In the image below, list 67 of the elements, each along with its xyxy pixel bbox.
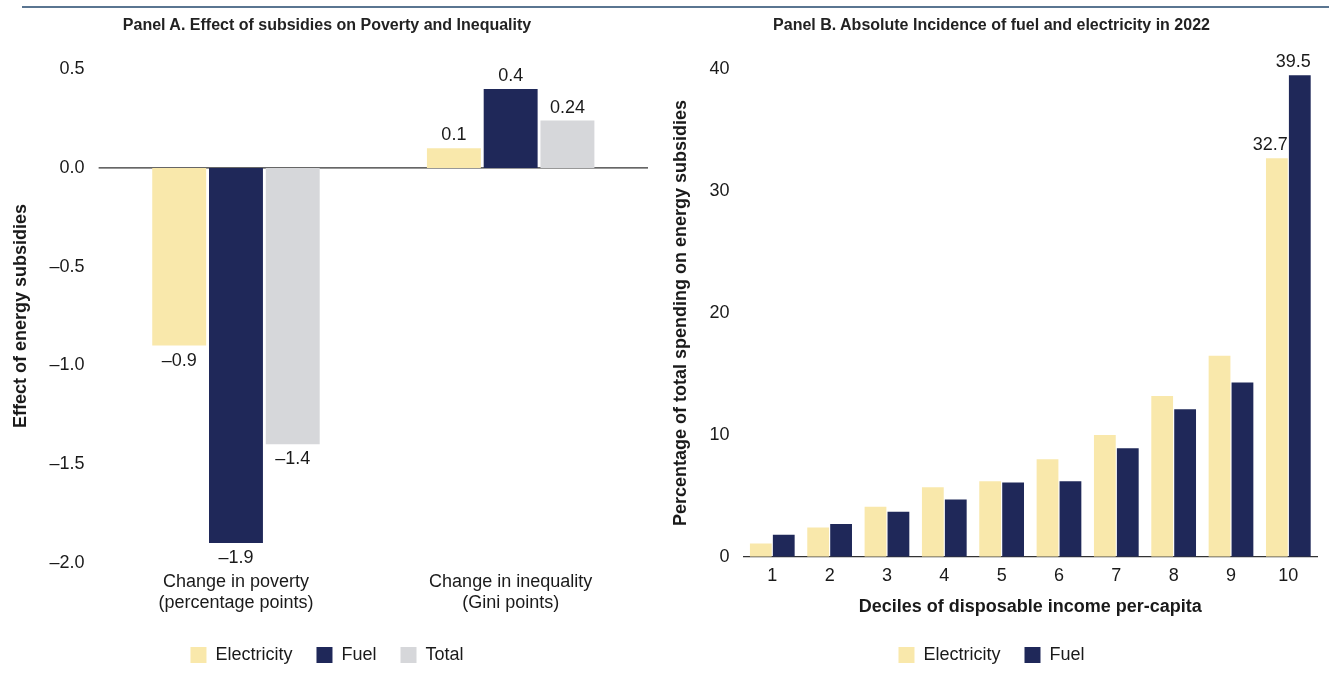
bar [1208,355,1231,557]
chart-title: Panel B. Absolute Incidence of fuel and electricity in 2022 [773,16,1211,34]
legend-label: Fuel [1049,643,1085,664]
y-tick-label: –1.5 [49,453,85,474]
x-tick-label: 6 [1053,564,1064,585]
bar [483,88,538,168]
bar [209,167,263,544]
bar [1036,459,1059,557]
x-tick-label: Change in poverty (percentage points) [158,570,314,613]
x-axis-title: Deciles of disposable income per-capita [858,596,1203,617]
data-label: –0.9 [161,349,197,370]
bar [921,487,944,557]
x-tick-label: 3 [881,564,892,585]
bar [887,511,910,557]
x-tick-label: 5 [996,564,1007,585]
data-label: –1.4 [275,448,311,469]
data-label: 32.7 [1252,134,1288,155]
x-tick-label: 10 [1278,564,1299,585]
bar [265,167,320,445]
y-tick-label: –1.0 [49,354,85,375]
bar [540,120,595,168]
y-tick-label: 20 [709,301,730,322]
y-tick-label: 10 [709,423,730,444]
bar [864,506,887,557]
bar [979,481,1002,557]
data-label: –1.9 [218,547,254,568]
x-tick-label: 7 [1111,564,1122,585]
bar [1288,75,1311,557]
y-axis-title: Percentage of total spending on energy subsidies [669,99,690,527]
bar [772,534,795,557]
bar [830,523,852,557]
legend-label: Fuel [341,643,377,664]
y-tick-label: –0.5 [49,255,85,276]
data-label: 0.24 [549,96,585,117]
bar [1002,482,1024,557]
x-tick-label: Change in inequality (Gini points) [429,570,593,613]
legend-label: Electricity [215,643,293,664]
bar [1151,395,1174,557]
x-tick-label: 1 [767,564,778,585]
bar [807,527,830,557]
y-tick-label: 0.5 [59,58,85,79]
y-tick-label: 0.0 [59,156,85,177]
y-tick-label: 40 [709,58,730,79]
bar [1174,409,1197,557]
bar [1231,382,1254,557]
data-label: 0.1 [441,124,467,145]
x-tick-label: 9 [1225,564,1236,585]
data-label: 39.5 [1275,51,1311,72]
bar [152,167,207,346]
bar [1116,448,1139,557]
legend-label: Total [425,643,464,664]
bar [1265,158,1288,557]
y-tick-label: –2.0 [49,551,85,572]
bar [1093,434,1116,557]
bar [426,148,481,168]
data-label: 0.4 [498,64,524,85]
chart-title: Panel A. Effect of subsidies on Poverty and Inequality [122,16,532,34]
x-tick-label: 4 [939,564,950,585]
bar [749,543,772,557]
x-tick-label: 2 [824,564,835,585]
bar [1059,481,1082,557]
legend-label: Electricity [923,643,1001,664]
x-tick-label: 8 [1168,564,1179,585]
y-tick-label: 30 [709,180,730,201]
bar [944,499,967,557]
y-axis-title: Effect of energy subsidies [9,203,30,429]
y-tick-label: 0 [719,545,730,566]
